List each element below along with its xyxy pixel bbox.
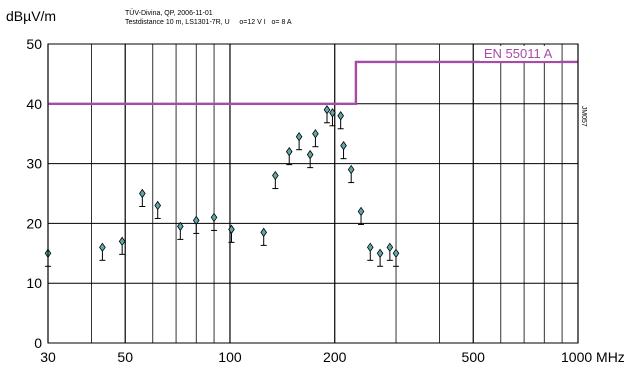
data-point	[347, 164, 355, 184]
point-marker	[295, 131, 303, 142]
point-marker	[366, 242, 374, 253]
plot-frame	[47, 43, 579, 344]
data-point	[337, 111, 344, 130]
point-marker	[272, 170, 279, 181]
point-marker	[306, 149, 314, 160]
point-marker	[260, 227, 267, 238]
point-marker	[386, 242, 394, 253]
x-tick-label: 1000 MHz	[561, 349, 625, 365]
test-info-current: o= 8 A	[271, 19, 292, 26]
data-point	[139, 188, 146, 207]
x-tick-label: 100	[218, 349, 242, 365]
y-tick-label: 50	[26, 36, 42, 52]
x-tick-label: 200	[323, 349, 347, 365]
test-info-text: Testdistance 10 m, LS1301-7R, U	[125, 19, 230, 26]
point-marker	[192, 215, 200, 226]
data-points	[44, 105, 400, 267]
point-marker	[312, 129, 319, 139]
data-point	[154, 200, 162, 219]
x-tick-label: 50	[117, 349, 133, 365]
data-point	[392, 248, 400, 267]
point-marker	[118, 236, 126, 247]
data-point	[272, 170, 279, 190]
point-marker	[337, 111, 344, 121]
data-point	[285, 146, 293, 166]
data-point	[366, 242, 374, 261]
limit-label-box	[479, 46, 560, 61]
y-tick-label: 20	[26, 215, 42, 231]
x-tick-label: 30	[40, 349, 56, 365]
limit-line-group	[48, 60, 578, 106]
y-tick-label: 0	[34, 335, 42, 351]
point-marker	[376, 248, 384, 258]
data-point	[295, 131, 303, 151]
data-point	[357, 206, 365, 225]
data-point	[329, 108, 336, 127]
point-marker	[99, 242, 106, 253]
test-info-line-1: TÜV-Divina, QP, 2006-11-01	[125, 10, 213, 17]
point-marker	[139, 188, 146, 199]
y-tick-label: 30	[26, 156, 42, 172]
limit-label: EN 55011 A	[484, 46, 553, 61]
point-marker	[329, 108, 336, 118]
point-marker	[347, 164, 355, 175]
test-info-line-2: Testdistance 10 m, LS1301-7R, U o=12 V I…	[125, 18, 292, 27]
y-axis-unit-label: dBµV/m	[6, 8, 57, 24]
point-marker	[340, 140, 347, 151]
point-marker	[177, 221, 184, 232]
y-tick-label: 10	[26, 275, 42, 291]
point-marker	[210, 212, 218, 223]
point-marker	[154, 200, 162, 211]
chart-grid	[47, 43, 579, 344]
data-point	[376, 248, 384, 267]
data-point	[306, 149, 314, 169]
data-point	[340, 140, 347, 160]
data-point	[323, 105, 331, 124]
x-tick-labels: 30 50 100 200 500 1000 MHz	[40, 349, 625, 365]
data-point	[99, 242, 106, 261]
data-point	[312, 129, 319, 148]
point-marker	[392, 248, 400, 258]
data-point	[260, 227, 267, 246]
data-point	[210, 212, 218, 231]
point-marker	[228, 224, 235, 235]
point-marker	[357, 206, 365, 217]
data-point	[228, 224, 235, 243]
y-tick-label: 40	[26, 96, 42, 112]
y-tick-labels: 0 10 20 30 40 50	[26, 36, 42, 351]
data-point	[177, 221, 184, 240]
chart-id-label: JM057	[580, 106, 587, 127]
data-point	[192, 215, 200, 234]
x-tick-label: 500	[462, 349, 486, 365]
point-marker	[285, 146, 293, 157]
data-point	[118, 236, 126, 255]
test-info-voltage: o=12 V I	[239, 19, 266, 26]
limit-line	[48, 60, 578, 106]
data-point	[386, 242, 394, 261]
point-marker	[323, 105, 331, 115]
